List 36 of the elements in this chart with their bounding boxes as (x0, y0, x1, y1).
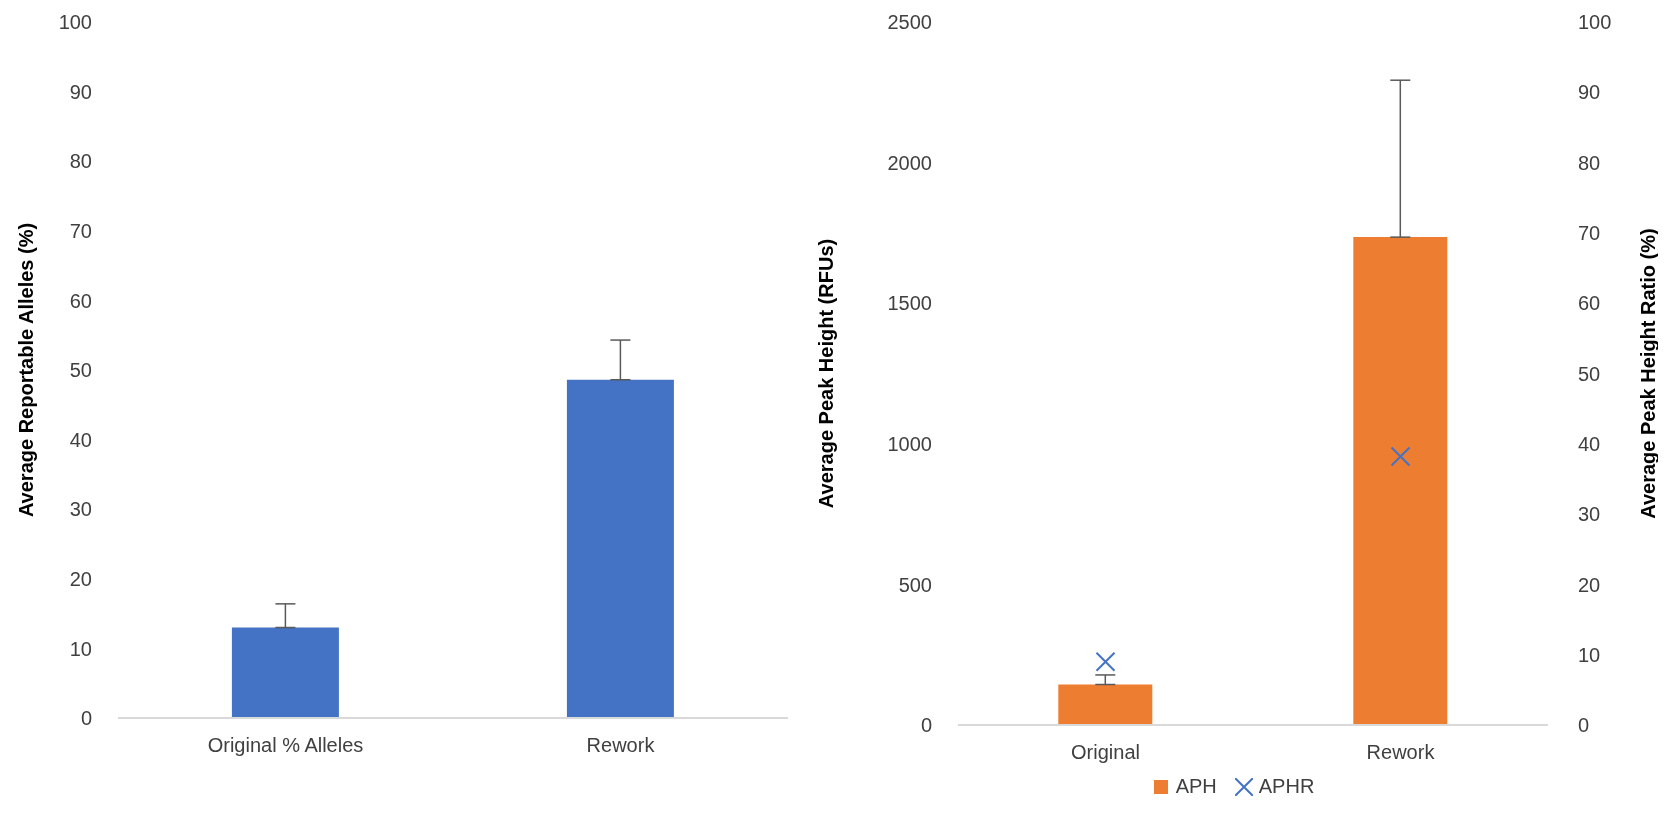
y2-tick-label: 30 (1578, 503, 1601, 526)
y-tick-label: 0 (920, 714, 932, 737)
y-tick-label: 1000 (887, 432, 932, 455)
x-tick-label: Rework (1366, 741, 1436, 764)
y2-tick-label: 100 (1578, 11, 1612, 34)
y-tick-label: 90 (69, 80, 92, 103)
y2-tick-label: 70 (1578, 222, 1601, 244)
y-tick-label: 0 (80, 707, 92, 730)
y2-tick-label: 20 (1578, 573, 1601, 596)
y-tick-label: 10 (69, 637, 92, 660)
y-tick-label: 70 (69, 219, 92, 242)
y2-tick-label: 90 (1578, 81, 1601, 104)
y-tick-label: 40 (69, 428, 92, 451)
y-tick-label: 1500 (887, 292, 932, 315)
y-tick-label: 60 (69, 289, 92, 312)
y-tick-label: 100 (58, 11, 92, 34)
y2-tick-label: 50 (1578, 362, 1601, 385)
y-tick-label: 50 (69, 359, 92, 382)
y2-tick-label: 0 (1578, 714, 1590, 737)
y-tick-label: 500 (898, 573, 932, 596)
y-tick-label: 20 (69, 567, 92, 590)
y-tick-label: 2000 (887, 151, 932, 174)
y2-tick-label: 80 (1578, 151, 1601, 174)
y2-tick-label: 40 (1578, 432, 1601, 455)
x-tick-label: Original % Alleles (207, 734, 364, 757)
y2-tick-label: 10 (1578, 643, 1601, 666)
y-axis-title: Average Reportable Alleles (%) (15, 222, 38, 518)
x-tick-label: Rework (586, 734, 656, 757)
x-tick-label: Original (1071, 741, 1140, 764)
y-tick-label: 2500 (887, 11, 932, 34)
y-tick-label: 80 (69, 150, 92, 173)
y2-tick-label: 60 (1578, 292, 1601, 315)
y-axis-title: Average Peak Height (RFUs) (815, 238, 838, 509)
y-tick-label: 30 (69, 498, 92, 521)
legend-label: APHR (1258, 775, 1315, 798)
legend-label: APH (1175, 775, 1217, 798)
